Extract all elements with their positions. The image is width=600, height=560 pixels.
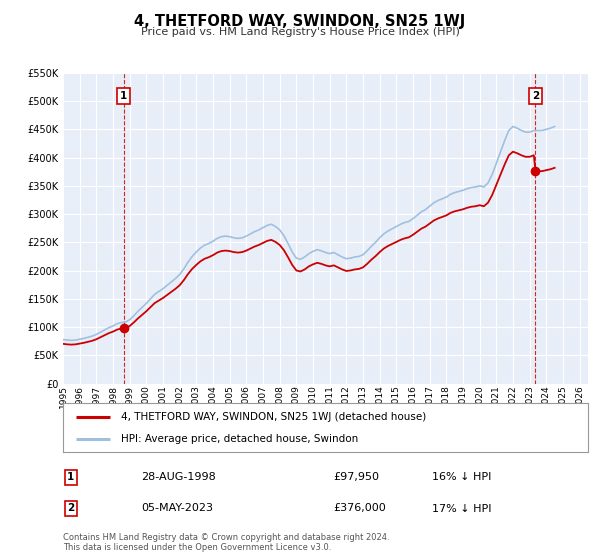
- Text: 2: 2: [532, 91, 539, 101]
- Text: 16% ↓ HPI: 16% ↓ HPI: [432, 472, 491, 482]
- Text: £97,950: £97,950: [333, 472, 379, 482]
- Text: 1: 1: [120, 91, 127, 101]
- Text: This data is licensed under the Open Government Licence v3.0.: This data is licensed under the Open Gov…: [63, 543, 331, 552]
- Text: Price paid vs. HM Land Registry's House Price Index (HPI): Price paid vs. HM Land Registry's House …: [140, 27, 460, 38]
- Text: Contains HM Land Registry data © Crown copyright and database right 2024.: Contains HM Land Registry data © Crown c…: [63, 533, 389, 542]
- Text: 1: 1: [67, 472, 74, 482]
- Text: HPI: Average price, detached house, Swindon: HPI: Average price, detached house, Swin…: [121, 434, 358, 444]
- Text: 17% ↓ HPI: 17% ↓ HPI: [432, 503, 491, 514]
- Text: 28-AUG-1998: 28-AUG-1998: [141, 472, 216, 482]
- Text: 4, THETFORD WAY, SWINDON, SN25 1WJ (detached house): 4, THETFORD WAY, SWINDON, SN25 1WJ (deta…: [121, 412, 426, 422]
- Text: £376,000: £376,000: [333, 503, 386, 514]
- Text: 05-MAY-2023: 05-MAY-2023: [141, 503, 213, 514]
- Text: 4, THETFORD WAY, SWINDON, SN25 1WJ: 4, THETFORD WAY, SWINDON, SN25 1WJ: [134, 14, 466, 29]
- Text: 2: 2: [67, 503, 74, 514]
